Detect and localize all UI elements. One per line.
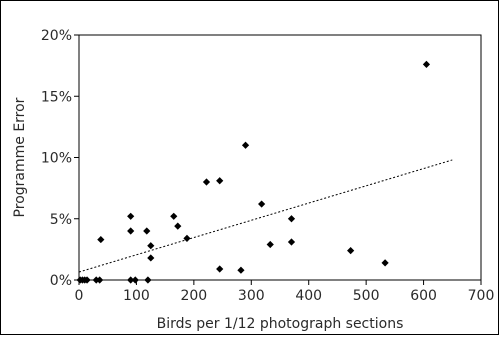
data-point — [83, 276, 91, 284]
data-point — [147, 254, 155, 262]
data-point — [127, 212, 135, 220]
x-axis-title: Birds per 1/12 photograph sections — [157, 316, 404, 332]
data-point — [287, 215, 296, 223]
data-point — [174, 222, 182, 230]
x-axis-ticks: 0 100 200 300 400 500 600 700 — [75, 280, 495, 304]
data-point — [216, 265, 224, 273]
x-tick-label: 700 — [468, 288, 495, 304]
y-tick-label: 0% — [50, 273, 72, 289]
data-point — [241, 141, 250, 149]
trendline — [78, 159, 453, 273]
x-tick-label: 400 — [295, 288, 322, 304]
x-tick-label: 100 — [123, 288, 150, 304]
x-tick-label: 500 — [353, 288, 380, 304]
data-point — [147, 242, 155, 250]
data-point — [97, 235, 105, 244]
x-tick-label: 600 — [410, 288, 437, 304]
data-point — [216, 177, 224, 185]
data-point — [266, 240, 274, 249]
x-tick-label: 300 — [238, 288, 265, 304]
y-tick-label: 20% — [41, 28, 72, 44]
y-axis-title: Programme Error — [12, 97, 28, 217]
y-tick-label: 15% — [41, 89, 72, 105]
data-point — [422, 60, 431, 68]
x-tick-label: 200 — [180, 288, 207, 304]
data-point — [183, 234, 191, 242]
data-point — [202, 178, 211, 186]
data-point — [170, 212, 178, 220]
plot-area-group — [78, 34, 482, 281]
data-point — [144, 276, 152, 284]
x-tick-label: 0 — [75, 288, 84, 304]
data-point — [127, 276, 135, 284]
y-tick-label: 10% — [41, 151, 72, 167]
y-axis-ticks: 0% 5% 10% 15% 20% — [41, 28, 79, 289]
plot-area-frame — [78, 34, 482, 281]
data-point — [258, 200, 266, 208]
data-point — [143, 227, 151, 235]
data-point — [347, 247, 355, 255]
data-point — [381, 259, 389, 267]
data-point — [237, 266, 245, 274]
data-point — [96, 276, 104, 284]
data-points-group — [76, 60, 431, 284]
data-point — [287, 238, 296, 246]
y-tick-label: 5% — [50, 212, 72, 228]
data-point — [127, 227, 135, 235]
data-point — [131, 276, 139, 284]
trendline-group — [78, 159, 453, 273]
